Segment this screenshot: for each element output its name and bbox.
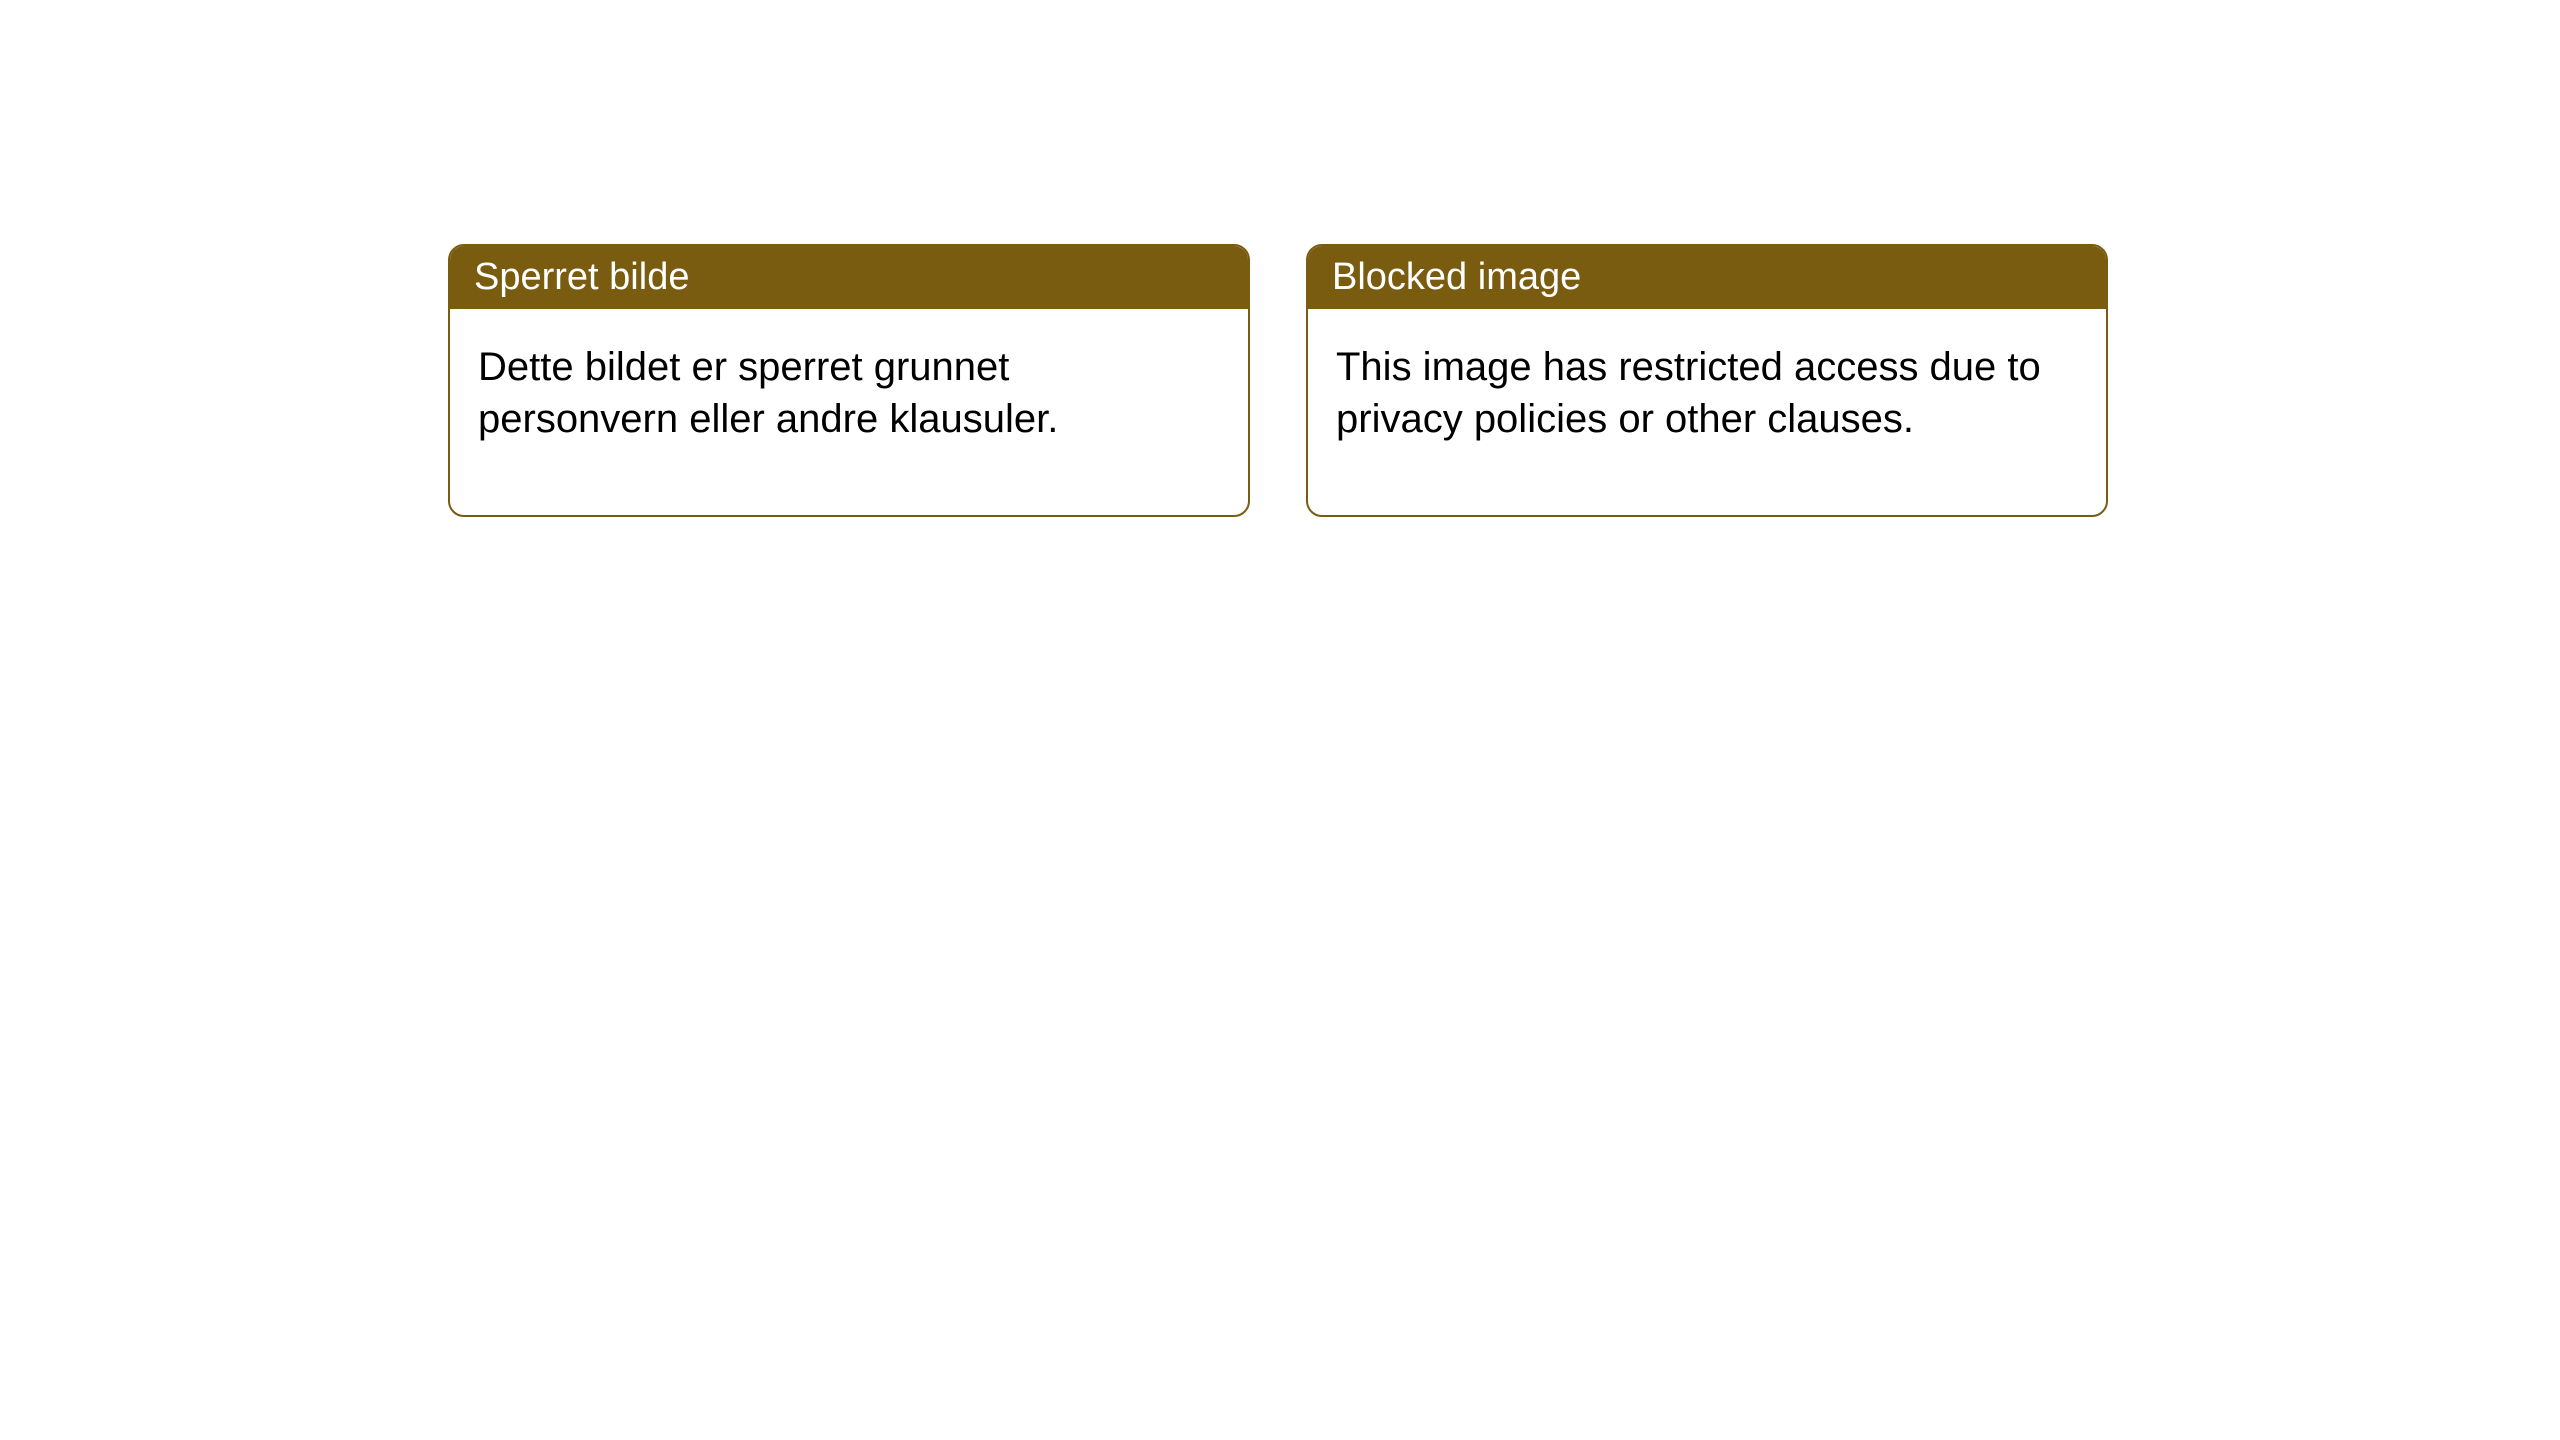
notice-body: This image has restricted access due to … [1308, 309, 2106, 515]
notice-card-norwegian: Sperret bilde Dette bildet er sperret gr… [448, 244, 1250, 517]
notice-container: Sperret bilde Dette bildet er sperret gr… [0, 0, 2560, 517]
notice-card-english: Blocked image This image has restricted … [1306, 244, 2108, 517]
notice-body: Dette bildet er sperret grunnet personve… [450, 309, 1248, 515]
notice-header: Sperret bilde [450, 246, 1248, 309]
notice-header: Blocked image [1308, 246, 2106, 309]
